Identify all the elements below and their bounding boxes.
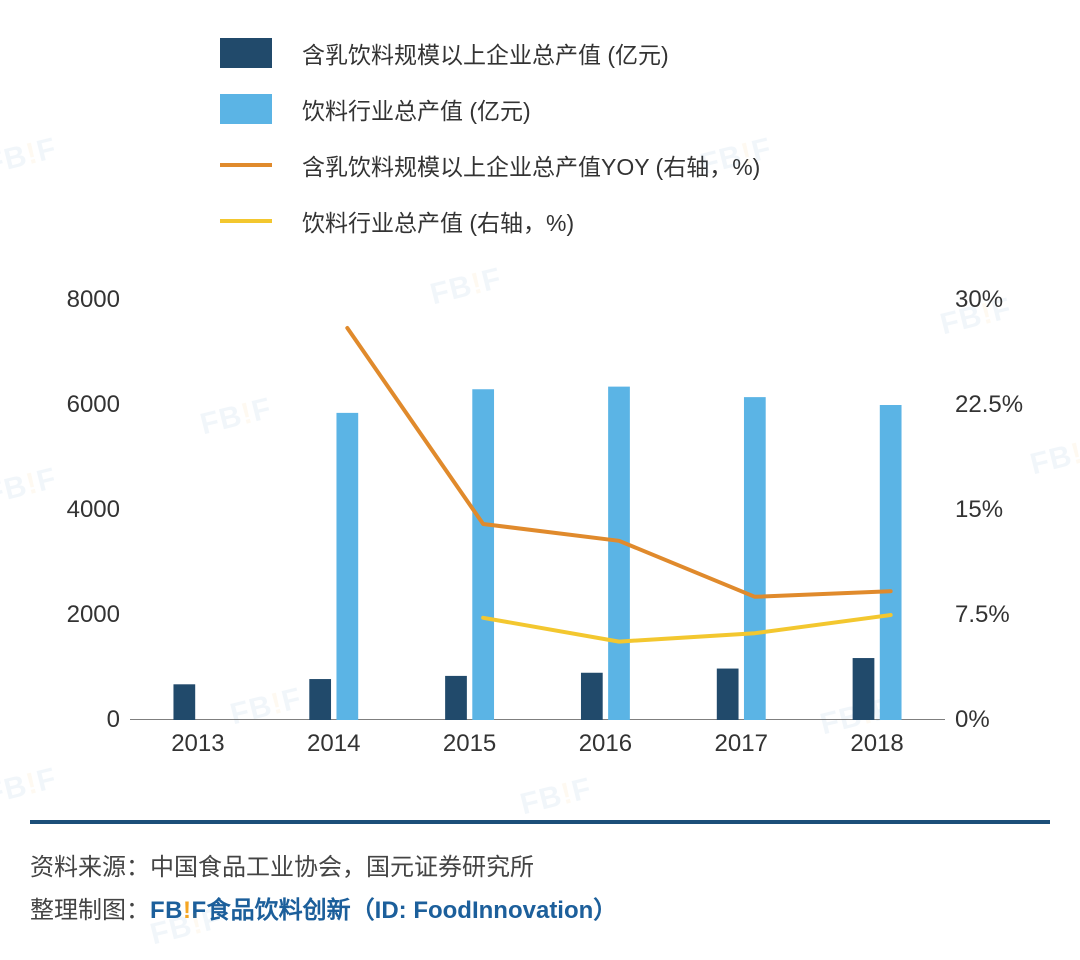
bar-milk — [717, 669, 739, 720]
legend-item: 饮料行业总产值 (右轴，%) — [220, 204, 1080, 238]
y-left-tick: 0 — [30, 706, 120, 734]
bar-beverage — [336, 413, 358, 720]
x-tick-label: 2015 — [443, 730, 496, 758]
legend-item: 含乳饮料规模以上企业总产值YOY (右轴，%) — [220, 148, 1080, 182]
bar-beverage — [880, 405, 902, 720]
bar-milk — [445, 676, 467, 720]
y-left-tick: 2000 — [30, 601, 120, 629]
bar-milk — [309, 679, 331, 720]
bar-beverage — [472, 389, 494, 720]
bar-milk — [173, 684, 195, 720]
legend-label: 含乳饮料规模以上企业总产值 (亿元) — [302, 36, 669, 70]
y-left-tick: 4000 — [30, 496, 120, 524]
legend-line-icon — [220, 163, 272, 167]
chart-footer: 资料来源： 中国食品工业协会，国元证券研究所 整理制图： FB!F 食品饮料创新… — [30, 820, 1050, 932]
chart-legend: 含乳饮料规模以上企业总产值 (亿元) 饮料行业总产值 (亿元) 含乳饮料规模以上企业… — [0, 0, 1080, 270]
bar-beverage — [608, 387, 630, 720]
y-right-tick: 30% — [955, 286, 1050, 314]
y-left-tick: 6000 — [30, 391, 120, 419]
y-right-tick: 7.5% — [955, 601, 1050, 629]
bar-milk — [581, 673, 603, 720]
bar-milk — [853, 658, 875, 720]
chart-plot-area — [130, 300, 945, 720]
credit-label: 整理制图： — [30, 889, 150, 932]
source-text: 中国食品工业协会，国元证券研究所 — [150, 846, 534, 889]
legend-label: 含乳饮料规模以上企业总产值YOY (右轴，%) — [302, 148, 760, 182]
legend-swatch-icon — [220, 38, 272, 68]
legend-line-icon — [220, 219, 272, 223]
y-right-tick: 0% — [955, 706, 1050, 734]
x-tick-label: 2018 — [850, 730, 903, 758]
source-label: 资料来源： — [30, 846, 150, 889]
y-left-tick: 8000 — [30, 286, 120, 314]
legend-label: 饮料行业总产值 (亿元) — [302, 92, 531, 126]
legend-item: 饮料行业总产值 (亿元) — [220, 92, 1080, 126]
legend-swatch-icon — [220, 94, 272, 124]
legend-item: 含乳饮料规模以上企业总产值 (亿元) — [220, 36, 1080, 70]
x-tick-label: 2017 — [715, 730, 768, 758]
x-tick-label: 2016 — [579, 730, 632, 758]
line-bev_yoy — [483, 615, 891, 642]
y-right-tick: 15% — [955, 496, 1050, 524]
credit-text: 食品饮料创新（ID: FoodInnovation） — [207, 889, 618, 932]
combo-chart: 02000400060008000 0%7.5%15%22.5%30% 2013… — [30, 290, 1050, 790]
fbif-logo: FB!F — [150, 889, 207, 932]
legend-label: 饮料行业总产值 (右轴，%) — [302, 204, 574, 238]
bar-beverage — [744, 397, 766, 720]
x-tick-label: 2014 — [307, 730, 360, 758]
x-tick-label: 2013 — [171, 730, 224, 758]
y-right-tick: 22.5% — [955, 391, 1050, 419]
